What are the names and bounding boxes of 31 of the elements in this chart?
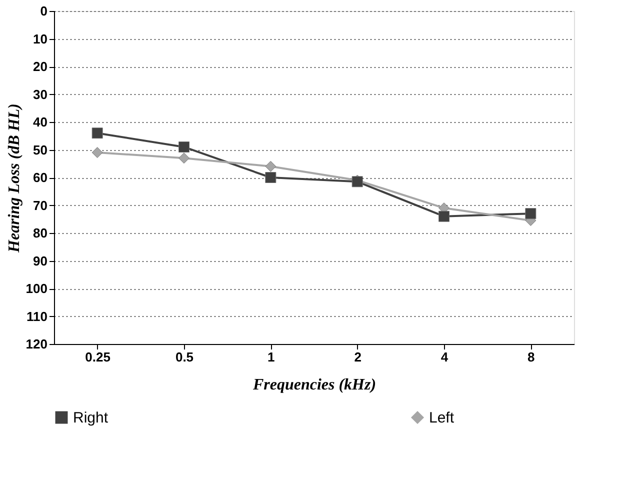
x-tick-label: 1 <box>268 350 275 364</box>
legend-label: Left <box>429 410 455 427</box>
y-tick-label: 80 <box>33 226 48 240</box>
y-tick-label: 30 <box>33 86 48 102</box>
x-tick-label: 0.5 <box>175 350 194 364</box>
point <box>265 172 276 183</box>
point <box>438 210 450 222</box>
y-tick-label: 50 <box>33 142 48 158</box>
x-tick-label: 0.25 <box>85 350 110 364</box>
y-tick-label: 100 <box>26 281 48 296</box>
point <box>178 152 190 164</box>
y-tick-label: 20 <box>33 59 48 74</box>
y-tick-label: 120 <box>26 336 48 352</box>
point <box>265 160 276 172</box>
y-tick-label: 70 <box>33 198 48 213</box>
legend-label: Right <box>73 410 109 427</box>
y-axis-title: Hearing Loss (dB HL) <box>6 104 23 254</box>
y-tick-label: 40 <box>33 114 48 130</box>
point <box>178 141 190 152</box>
x-tick-label: 8 <box>528 350 535 364</box>
y-tick-label: 10 <box>33 31 48 46</box>
x-tick-label: 4 <box>440 350 449 364</box>
point <box>525 208 536 220</box>
y-tick-label: 60 <box>33 170 48 185</box>
point <box>92 147 103 158</box>
y-tick-label: 110 <box>26 308 48 324</box>
x-axis-title: Frequencies (kHz) <box>252 376 376 394</box>
point <box>92 128 103 139</box>
x-tick-label: 2 <box>354 350 362 364</box>
y-tick-label: 0 <box>40 4 48 18</box>
y-tick-label: 90 <box>33 253 48 268</box>
